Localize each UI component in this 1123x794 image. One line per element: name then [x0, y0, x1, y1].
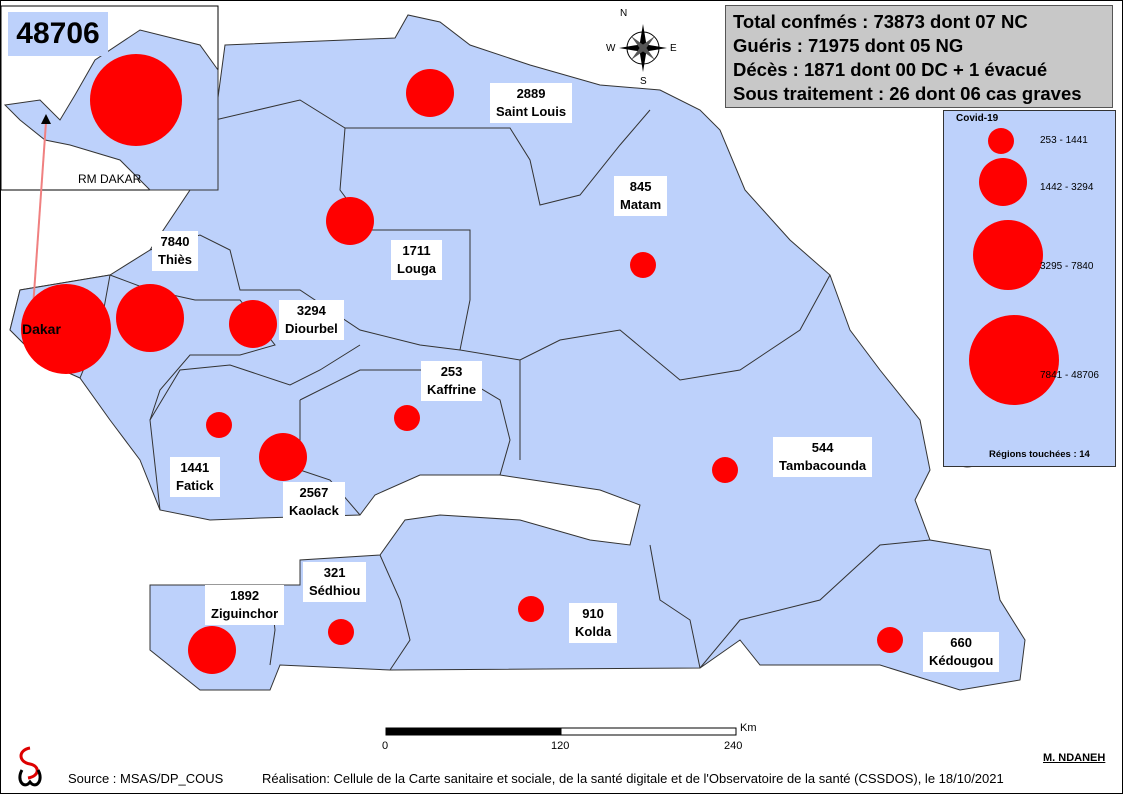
legend-title: Covid-19 — [956, 113, 999, 124]
region-label-diourbel: 3294 Diourbel — [279, 300, 344, 340]
region-name: Louga — [397, 261, 436, 276]
scale-unit: Km — [740, 722, 757, 734]
stat-deaths: Décès : 1871 dont 00 DC + 1 évacué — [733, 59, 1048, 80]
bubble-dakar — [21, 284, 111, 374]
region-name: Kaffrine — [427, 382, 477, 397]
region-cases: 660 — [950, 635, 972, 650]
legend-circle-4 — [969, 315, 1059, 405]
bubble-tambacounda — [712, 457, 738, 483]
stat-recovered: Guéris : 71975 dont 05 NG — [733, 35, 964, 56]
legend-class-1: 253 - 1441 — [1040, 135, 1088, 146]
region-cases: 544 — [811, 440, 834, 455]
region-name: Sédhiou — [309, 583, 361, 598]
legend-circle-1 — [988, 128, 1014, 154]
region-label-ziguinchor: 1892 Ziguinchor — [205, 585, 285, 625]
region-cases: 2889 — [516, 86, 546, 101]
region-cases: 910 — [582, 606, 604, 621]
inset-pointer-arrow — [41, 114, 51, 124]
region-name: Ziguinchor — [211, 606, 279, 621]
scale-tick-0: 0 — [382, 740, 389, 752]
source-text: Source : MSAS/DP_COUS — [68, 771, 224, 786]
bubble-sedhiou — [328, 619, 354, 645]
msas-logo-icon — [18, 746, 42, 787]
bubble-kaolack — [259, 433, 307, 481]
scale-bar-white — [560, 727, 737, 736]
bubble-matam — [630, 252, 656, 278]
inset-label: RM DAKAR — [78, 172, 142, 186]
credit-text: Réalisation: Cellule de la Carte sanitai… — [262, 771, 1004, 786]
bubble-kolda — [518, 596, 544, 622]
region-cases: 1711 — [402, 243, 431, 258]
region-label-kolda: 910 Kolda — [569, 603, 618, 643]
region-cases: 1892 — [230, 588, 260, 603]
total-cases-title: 48706 — [8, 12, 108, 56]
author: M. NDANEH — [1043, 752, 1106, 764]
bubble-fatick — [206, 412, 232, 438]
stats-box: Total confmés : 73873 dont 07 NC Guéris … — [725, 5, 1113, 108]
bubble-ziguinchor — [188, 626, 236, 674]
region-cases: 845 — [629, 179, 652, 194]
region-label-kaolack: 2567 Kaolack — [283, 482, 345, 522]
bubble-thies — [116, 284, 184, 352]
bubble-kaffrine — [394, 405, 420, 431]
region-label-tambacounda: 544 Tambacounda — [773, 437, 873, 477]
bubble-saint-louis — [406, 69, 454, 117]
bubble-diourbel — [229, 300, 277, 348]
region-label-sedhiou: 321 Sédhiou — [303, 562, 367, 602]
compass-n: N — [620, 8, 628, 19]
region-name: Saint Louis — [496, 104, 567, 119]
legend-circle-3 — [973, 220, 1043, 290]
region-label-matam: 845 Matam — [614, 176, 668, 216]
bubble-louga — [326, 197, 374, 245]
legend-class-4: 7841 - 48706 — [1040, 370, 1099, 381]
scale-tick-240: 240 — [724, 740, 743, 752]
compass-w: W — [606, 43, 616, 54]
region-cases: 3294 — [296, 303, 326, 318]
region-name: Kédougou — [929, 653, 994, 668]
legend-class-2: 1442 - 3294 — [1040, 182, 1094, 193]
bubble-kedougou — [877, 627, 903, 653]
stat-confirmed: Total confmés : 73873 dont 07 NC — [733, 11, 1028, 32]
region-name: Kaolack — [289, 503, 339, 518]
stat-under-treatment: Sous traitement : 26 dont 06 cas graves — [733, 83, 1082, 104]
scale-bar-black — [385, 727, 562, 736]
compass-e: E — [670, 43, 677, 54]
compass-rose-icon — [619, 24, 667, 72]
region-label-saint-louis: 2889 Saint Louis — [490, 83, 573, 123]
region-cases: 2567 — [299, 485, 329, 500]
bubble-dakar — [90, 54, 182, 146]
region-name: Diourbel — [285, 321, 338, 336]
region-cases: 253 — [440, 364, 463, 379]
region-cases: 321 — [323, 565, 346, 580]
region-label-kaffrine: 253 Kaffrine — [421, 361, 483, 401]
compass-s: S — [640, 76, 647, 87]
legend-circle-2 — [979, 158, 1027, 206]
region-label-fatick: 1441 Fatick — [170, 457, 220, 497]
region-cases: 1441 — [180, 460, 210, 475]
scale-tick-120: 120 — [551, 740, 570, 752]
region-label-louga: 1711 Louga — [391, 240, 442, 280]
legend: Covid-19 253 - 1441 1442 - 3294 3295 - 7… — [943, 110, 1116, 467]
legend-class-3: 3295 - 7840 — [1040, 261, 1094, 272]
region-label-kedougou: 660 Kédougou — [923, 632, 1000, 672]
region-name: Thiès — [158, 252, 192, 267]
region-cases: 7840 — [160, 234, 190, 249]
region-name: Fatick — [176, 478, 214, 493]
legend-regions-count: Régions touchées : 14 — [989, 449, 1090, 460]
region-label-thies: 7840 Thiès — [152, 231, 198, 271]
inset-pointer-line — [31, 121, 47, 323]
region-name: Tambacounda — [779, 458, 867, 473]
region-label-dakar: Dakar — [22, 321, 61, 337]
senegal-outline — [9, 14, 1026, 691]
region-name: Matam — [620, 197, 662, 212]
region-name: Kolda — [575, 624, 612, 639]
